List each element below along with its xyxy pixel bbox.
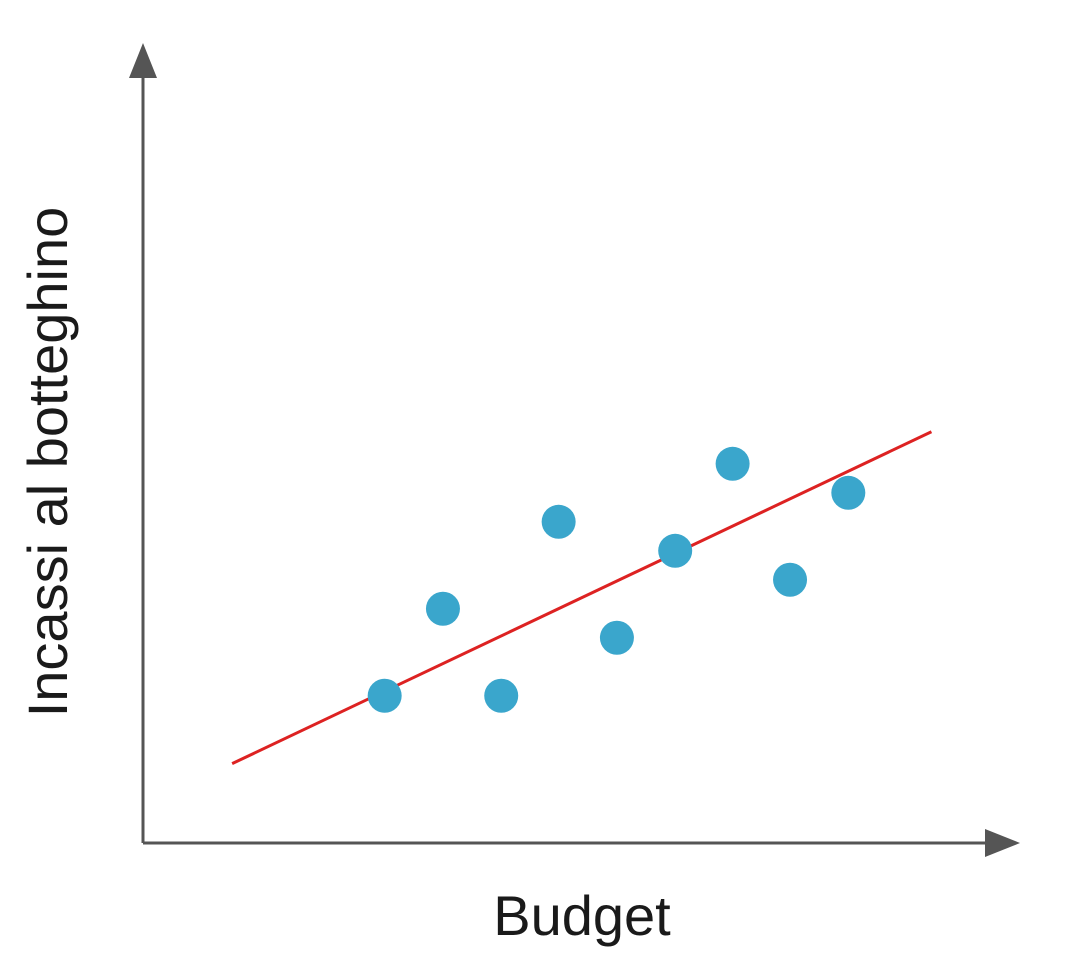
axes	[129, 43, 1020, 857]
x-axis-arrow	[985, 829, 1020, 857]
point	[658, 533, 693, 568]
y-axis-arrow	[129, 43, 157, 78]
point	[599, 620, 634, 655]
point	[484, 678, 519, 713]
point	[831, 475, 866, 510]
point	[425, 591, 460, 626]
point	[773, 562, 808, 597]
point	[367, 678, 402, 713]
fit-line	[231, 430, 933, 766]
point	[715, 446, 750, 481]
point	[541, 504, 576, 539]
y-axis-label: Incassi al botteghino	[16, 207, 79, 718]
x-axis-label: Budget	[493, 884, 671, 947]
